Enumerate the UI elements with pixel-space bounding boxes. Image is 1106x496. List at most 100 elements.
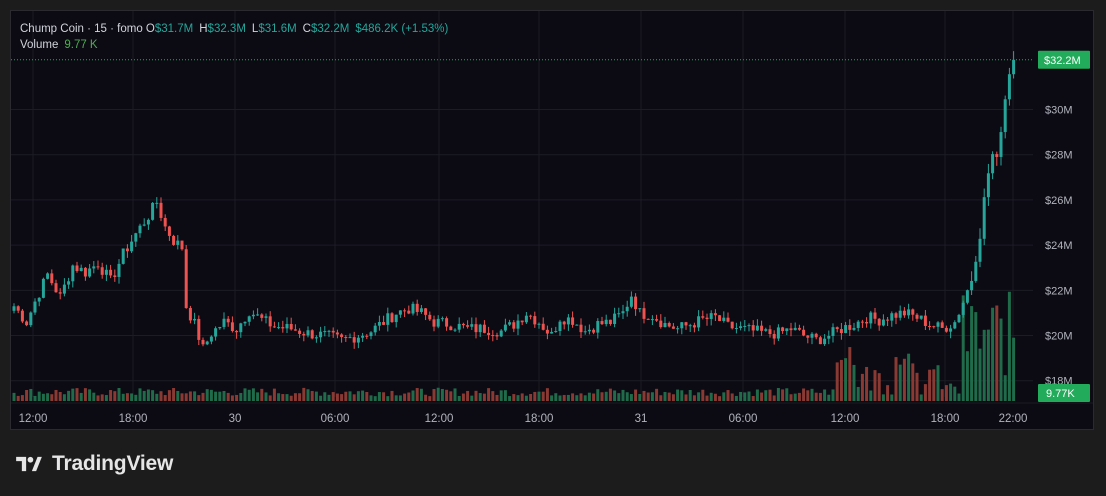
volume-bar bbox=[701, 389, 705, 401]
close-value: $32.2M bbox=[310, 23, 350, 35]
candle-body bbox=[478, 324, 482, 333]
volume-bar bbox=[877, 373, 881, 401]
candle-body bbox=[58, 292, 62, 294]
candle-body bbox=[193, 318, 197, 321]
volume-bar bbox=[155, 393, 159, 401]
candle-body bbox=[751, 325, 755, 331]
candle-body bbox=[184, 249, 188, 309]
volume-bar bbox=[869, 390, 873, 401]
candle-body bbox=[214, 328, 218, 337]
volume-bar bbox=[827, 394, 831, 401]
volume-bar bbox=[562, 394, 566, 401]
time-tick-label: 18:00 bbox=[931, 413, 960, 425]
candle-body bbox=[109, 269, 113, 276]
volume-bar bbox=[130, 393, 134, 401]
volume-bar bbox=[407, 392, 411, 401]
candle-body bbox=[537, 323, 541, 325]
candle-body bbox=[419, 308, 423, 312]
volume-bar bbox=[272, 388, 276, 401]
candle-body bbox=[461, 323, 465, 326]
candle-body bbox=[524, 315, 528, 323]
volume-bar bbox=[722, 392, 726, 401]
volume-bar bbox=[571, 393, 575, 401]
volume-bar bbox=[415, 388, 419, 401]
volume-bar bbox=[789, 394, 793, 401]
volume-bar bbox=[508, 396, 512, 401]
candle-body bbox=[747, 325, 751, 327]
candle-body bbox=[596, 321, 600, 333]
volume-bar bbox=[608, 388, 612, 401]
volume-bar bbox=[982, 329, 986, 401]
candle-body bbox=[46, 273, 50, 279]
candle-body bbox=[940, 322, 944, 328]
candle-body bbox=[642, 308, 646, 319]
candle-body bbox=[625, 306, 629, 312]
volume-legend: Volume 9.77 K bbox=[20, 39, 98, 51]
candle-body bbox=[550, 331, 554, 334]
candle-body bbox=[873, 312, 877, 319]
candle-body bbox=[247, 316, 251, 322]
candle-body bbox=[62, 284, 66, 294]
volume-bar bbox=[243, 388, 247, 401]
candle-body bbox=[995, 154, 999, 157]
volume-bar bbox=[852, 364, 856, 401]
candle-body bbox=[768, 329, 772, 335]
volume-bar bbox=[50, 394, 54, 401]
volume-bar bbox=[680, 390, 684, 401]
candle-body bbox=[793, 327, 797, 331]
volume-bar bbox=[579, 393, 583, 401]
volume-bar bbox=[16, 395, 20, 401]
volume-bar bbox=[978, 348, 982, 401]
volume-bar bbox=[974, 312, 978, 401]
candle-body bbox=[617, 313, 621, 315]
volume-bar bbox=[176, 391, 180, 401]
candle-body bbox=[907, 309, 911, 316]
candle-body bbox=[781, 327, 785, 332]
candle-body bbox=[289, 323, 293, 330]
candle-body bbox=[516, 320, 520, 329]
volume-bar bbox=[1012, 337, 1016, 401]
time-tick-label: 06:00 bbox=[729, 413, 758, 425]
candle-body bbox=[96, 266, 100, 268]
volume-bar bbox=[545, 388, 549, 401]
candle-body bbox=[529, 315, 533, 317]
volume-bar bbox=[491, 391, 495, 401]
volume-bar bbox=[327, 394, 331, 401]
tradingview-logo[interactable]: TradingView bbox=[12, 452, 173, 476]
volume-bar bbox=[390, 390, 394, 401]
volume-bar bbox=[163, 395, 167, 401]
candlestick-chart[interactable]: $30M$28M$26M$24M$22M$20M$18M$32.2M9.77K1… bbox=[11, 11, 1094, 430]
chart-panel[interactable]: $30M $28M $26M $24M $22M $20M $18M $32.2M 9.77K 1… bbox=[10, 10, 1094, 430]
volume-bar bbox=[478, 393, 482, 401]
volume-bar bbox=[734, 395, 738, 401]
volume-bar bbox=[109, 390, 113, 401]
candle-body bbox=[121, 248, 125, 264]
candle-body bbox=[142, 224, 146, 226]
candle-body bbox=[760, 325, 764, 331]
candle-body bbox=[663, 322, 667, 328]
volume-bar bbox=[230, 395, 234, 401]
candle-body bbox=[281, 327, 285, 329]
volume-bar bbox=[764, 390, 768, 401]
candle-body bbox=[1003, 99, 1007, 133]
candle-body bbox=[272, 326, 276, 328]
volume-bar bbox=[188, 391, 192, 401]
current-volume-tag-label: 9.77K bbox=[1046, 388, 1075, 400]
candle-body bbox=[474, 324, 478, 333]
volume-bar bbox=[743, 392, 747, 401]
volume-bar bbox=[260, 388, 264, 401]
candle-body bbox=[953, 322, 957, 329]
volume-bar bbox=[667, 392, 671, 401]
volume-bar bbox=[193, 391, 197, 401]
volume-bar bbox=[285, 394, 289, 401]
volume-bar bbox=[923, 384, 927, 401]
candle-body bbox=[659, 320, 663, 328]
candle-body bbox=[445, 318, 449, 327]
candle-body bbox=[319, 331, 323, 338]
volume-bar bbox=[881, 394, 885, 401]
candle-body bbox=[394, 314, 398, 323]
candle-body bbox=[650, 319, 654, 321]
candle-body bbox=[701, 316, 705, 318]
candle-body bbox=[579, 324, 583, 333]
candle-body bbox=[961, 302, 965, 315]
